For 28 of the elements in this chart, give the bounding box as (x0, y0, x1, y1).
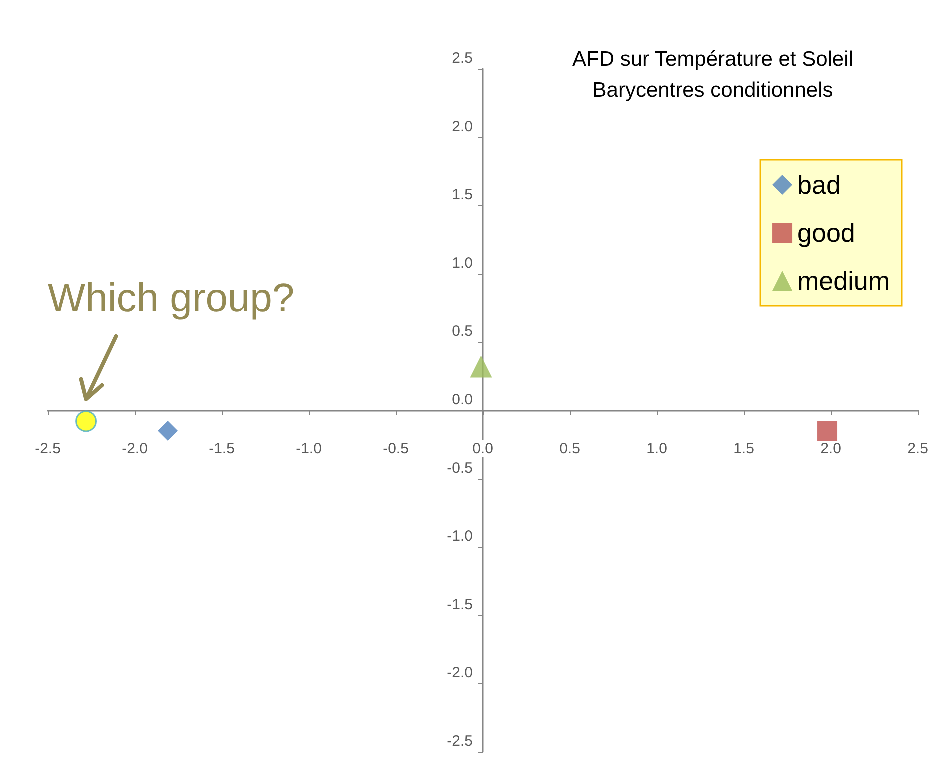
x-tick-label: 0.5 (560, 440, 580, 458)
x-tick-label: 2.0 (820, 440, 842, 458)
x-tick-label: 2.5 (908, 440, 928, 458)
annotation: Which group? (48, 276, 295, 320)
text: Barycentres conditionnels (592, 79, 834, 102)
y-tick-label: 0.5 (452, 323, 473, 340)
x-tick-label: 1.5 (734, 440, 754, 458)
y-tick-label: -1.5 (447, 596, 473, 614)
x-tick-label: -2.5 (35, 440, 61, 458)
x-tick-label: 1.0 (646, 440, 668, 458)
x-tick-label: -1.0 (296, 440, 322, 458)
x-tick-label: -0.5 (383, 440, 409, 458)
chart-title: AFD sur Température et Soleil (572, 48, 854, 71)
y-tick-label: -2.0 (447, 664, 473, 682)
y-tick-label: -2.5 (447, 733, 473, 750)
x-tick-label: -2.0 (122, 440, 148, 458)
y-tick-label: 0.0 (452, 392, 473, 408)
y-tick-label: 1.0 (452, 254, 473, 272)
legend-label: good (798, 218, 856, 248)
y-tick-label: 1.5 (452, 186, 473, 204)
x-tick-label: -1.5 (209, 440, 235, 458)
y-tick-label: -1.0 (447, 528, 473, 546)
y-tick-label: 2.0 (452, 118, 473, 136)
legend-label: bad (798, 170, 841, 200)
legend-label: medium (798, 266, 890, 296)
y-tick-label: -0.5 (447, 460, 473, 477)
x-tick-label: 0.0 (472, 440, 494, 458)
y-tick-label: 2.5 (452, 50, 473, 67)
